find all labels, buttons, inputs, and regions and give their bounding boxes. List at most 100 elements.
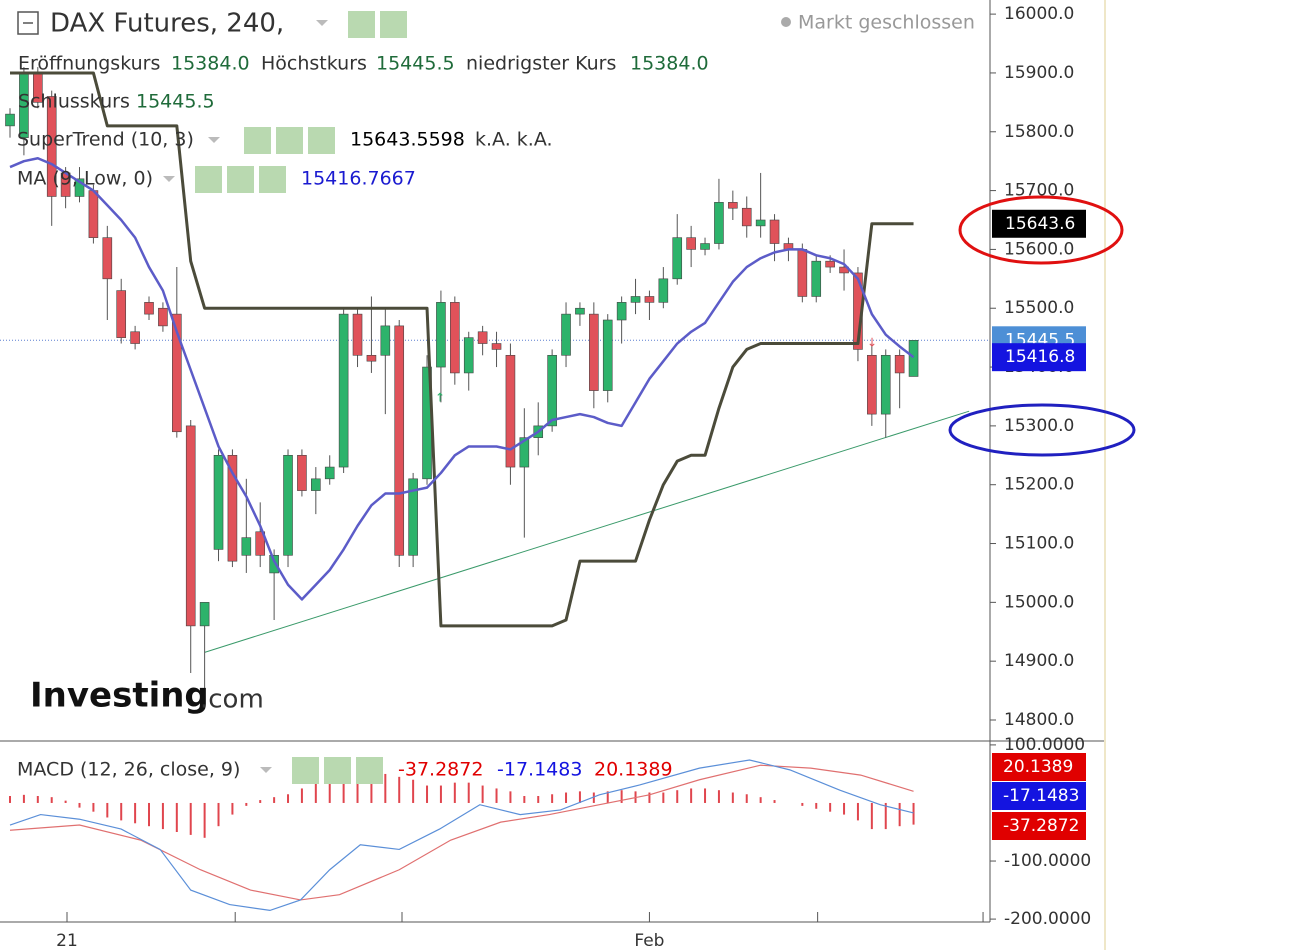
remove-icon[interactable] <box>356 757 383 784</box>
candle-body <box>46 96 57 197</box>
candle-body <box>366 354 377 362</box>
status-dot <box>781 17 791 27</box>
candle-body <box>185 425 196 627</box>
candle-body <box>575 307 585 315</box>
candle-body <box>728 202 738 209</box>
signal-arrow: ↓ <box>867 336 877 350</box>
legend-value: 15416.7667 <box>301 168 416 190</box>
macd-badge-label: -37.2872 <box>1003 816 1079 836</box>
candle-body <box>547 354 557 427</box>
dropdown-icon[interactable] <box>316 20 328 26</box>
eye-icon[interactable] <box>244 127 271 154</box>
candle-body <box>380 325 391 356</box>
candle-body <box>463 337 474 374</box>
dropdown-icon[interactable] <box>260 767 272 773</box>
candle-body <box>227 454 238 562</box>
settings-icon[interactable] <box>227 166 254 193</box>
candle-body <box>241 537 252 556</box>
candle-body <box>589 313 599 391</box>
y-tick-label: 15100.0 <box>1004 534 1074 554</box>
candle-body <box>477 331 488 344</box>
candle-body <box>408 478 418 556</box>
candle-body <box>519 437 530 468</box>
x-tick-label: 21 <box>56 931 78 950</box>
candle-body <box>908 339 919 377</box>
legend-entry: MA (9, Low, 0) <box>17 168 153 190</box>
price-badge-label: 15643.6 <box>1005 214 1075 234</box>
candle-body <box>714 202 724 244</box>
candle-body <box>172 313 182 433</box>
y-tick-label: 15900.0 <box>1004 63 1074 83</box>
trendline <box>204 410 970 653</box>
legend-label: Höchstkurs <box>261 53 367 75</box>
candle-body <box>644 296 655 303</box>
remove-icon[interactable] <box>259 166 286 193</box>
macd-line <box>9 759 914 912</box>
settings-icon[interactable] <box>324 757 351 784</box>
candle-body <box>130 331 140 344</box>
annotation-ellipse <box>948 403 1136 457</box>
dropdown-icon[interactable] <box>163 176 175 182</box>
dropdown-icon[interactable] <box>208 137 220 143</box>
legend-value: 15384.0 <box>171 53 250 75</box>
watermark: Investing <box>30 676 209 716</box>
y-tick-label: 15200.0 <box>1004 475 1074 495</box>
watermark: .com <box>200 685 264 715</box>
legend-value: 15643.5598 <box>350 129 465 151</box>
supertrend-line <box>10 71 914 628</box>
candle-body <box>283 454 293 556</box>
candle-body <box>102 237 113 280</box>
y-tick-label: 15800.0 <box>1004 122 1074 142</box>
macd-badge-label: 20.1389 <box>1003 757 1073 777</box>
legend-entry: MACD (12, 26, close, 9) <box>17 759 240 781</box>
candle-body <box>144 302 154 315</box>
ma-line <box>9 156 915 601</box>
macd-badge-label: -17.1483 <box>1003 786 1079 806</box>
remove-icon[interactable] <box>308 127 335 154</box>
legend-extra: k.A. k.A. <box>475 129 553 151</box>
eye-icon[interactable] <box>348 11 375 38</box>
candle-body <box>491 343 502 350</box>
y-tick-label: 15600.0 <box>1004 239 1074 259</box>
legend-label: Schlusskurs <box>18 91 130 113</box>
y-tick-label: 15300.0 <box>1004 416 1074 436</box>
candle-body <box>616 302 627 321</box>
price-badge <box>992 343 1086 372</box>
candle-body <box>825 260 835 268</box>
y-tick-label: -200.0000 <box>1004 909 1091 929</box>
candle-body <box>658 278 669 303</box>
candle-body <box>338 313 349 468</box>
candle-body <box>797 249 808 297</box>
settings-icon[interactable] <box>276 127 303 154</box>
collapse-icon[interactable] <box>17 11 39 35</box>
candle-body <box>158 307 168 327</box>
candle-body <box>672 237 683 280</box>
candle-body <box>199 602 210 627</box>
plot-area: 14800.0 14900.0 15000.0 15100.0 15200.0 15300… <box>0 4 1091 950</box>
candle-body <box>394 325 405 556</box>
eye-icon[interactable] <box>195 166 222 193</box>
macd-badge <box>992 812 1086 840</box>
y-tick-label: 100.0000 <box>1004 735 1085 755</box>
legend-value: 20.1389 <box>594 759 673 781</box>
legend-label: Eröffnungskurs <box>18 53 160 75</box>
y-tick-label: 15700.0 <box>1004 181 1074 201</box>
settings-icon[interactable] <box>380 11 407 38</box>
market-status: Markt geschlossen <box>798 12 975 34</box>
candle-body <box>436 302 446 368</box>
candle-body <box>769 219 780 244</box>
candle-body <box>88 190 99 238</box>
candle-body <box>880 354 891 415</box>
legend-label: niedrigster Kurs <box>466 53 616 75</box>
candle-body <box>116 290 127 338</box>
macd-badge <box>992 782 1086 810</box>
y-tick-label: 16000.0 <box>1004 4 1074 24</box>
eye-icon[interactable] <box>292 757 319 784</box>
candle-body <box>894 354 905 374</box>
ohlc-legend: Eröffnungskurs 15384.0 Höchstkurs 15445.… <box>18 53 709 113</box>
candle-body <box>324 466 335 480</box>
candle-body <box>700 243 710 250</box>
legend-value: 15445.5 <box>136 91 215 113</box>
